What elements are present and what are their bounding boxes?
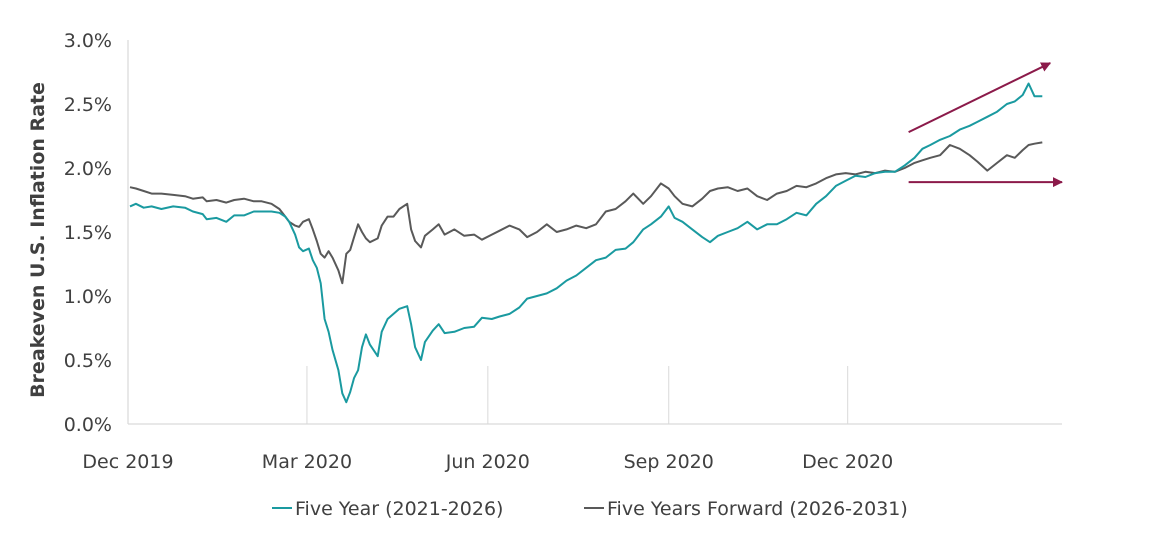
x-tick-label: Sep 2020: [624, 451, 714, 473]
x-tick-label: Dec 2020: [802, 451, 893, 473]
series-layer: [129, 82, 1043, 404]
legend-label-five-year: Five Year (2021-2026): [295, 498, 503, 520]
x-tick-label: Dec 2019: [82, 451, 173, 473]
x-tick-label: Jun 2020: [445, 451, 530, 473]
x-tick-labels: Dec 2019 Mar 2020 Jun 2020 Sep 2020 Dec 2020: [82, 366, 893, 473]
y-tick-label: 2.0%: [64, 158, 112, 180]
series-line-five-year: [129, 82, 1043, 404]
y-tick-label: 2.5%: [64, 94, 112, 116]
y-tick-label: 1.0%: [64, 286, 112, 308]
x-tick-label: Mar 2020: [262, 451, 352, 473]
trend-arrow-rising: [908, 62, 1052, 134]
y-tick-labels: 0.0% 0.5% 1.0% 1.5% 2.0% 2.5% 3.0%: [64, 30, 112, 436]
y-tick-label: 0.0%: [64, 414, 112, 436]
y-axis-title: Breakeven U.S. Inflation Rate: [27, 82, 49, 398]
axes: [127, 40, 1062, 425]
series-line-five-years-forward: [129, 141, 1043, 285]
y-tick-label: 1.5%: [64, 222, 112, 244]
legend: Five Year (2021-2026) Five Years Forward…: [272, 498, 908, 520]
y-tick-label: 0.5%: [64, 350, 112, 372]
annotation-layer: [908, 62, 1063, 188]
legend-label-five-years-forward: Five Years Forward (2026-2031): [607, 498, 908, 520]
y-tick-label: 3.0%: [64, 30, 112, 52]
